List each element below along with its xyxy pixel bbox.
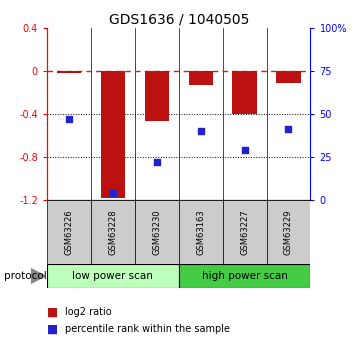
Title: GDS1636 / 1040505: GDS1636 / 1040505	[109, 12, 249, 27]
Bar	[277, 71, 301, 82]
Text: low power scan: low power scan	[72, 271, 153, 281]
Text: ■: ■	[47, 323, 58, 336]
Point	[110, 190, 116, 196]
Bar	[179, 264, 310, 288]
Bar	[47, 264, 179, 288]
Point	[66, 116, 72, 122]
Bar	[91, 200, 135, 264]
Text: ■: ■	[47, 306, 58, 319]
Text: protocol: protocol	[4, 271, 46, 281]
Point	[154, 159, 160, 165]
Text: high power scan: high power scan	[202, 271, 287, 281]
Text: GSM63163: GSM63163	[196, 209, 205, 255]
Bar	[145, 71, 169, 121]
Bar	[47, 200, 91, 264]
Bar	[188, 71, 213, 85]
Text: GSM63227: GSM63227	[240, 209, 249, 255]
Text: log2 ratio: log2 ratio	[65, 307, 112, 317]
Point	[286, 127, 291, 132]
Bar	[266, 200, 310, 264]
Text: GSM63228: GSM63228	[108, 209, 117, 255]
Text: GSM63229: GSM63229	[284, 209, 293, 255]
Bar	[57, 71, 81, 73]
Point	[242, 147, 248, 153]
Bar	[135, 200, 179, 264]
Bar	[101, 71, 125, 198]
Bar	[232, 71, 257, 114]
Bar	[179, 200, 223, 264]
Text: GSM63226: GSM63226	[64, 209, 73, 255]
Text: GSM63230: GSM63230	[152, 209, 161, 255]
Point	[198, 128, 204, 134]
Polygon shape	[31, 268, 45, 284]
Bar	[223, 200, 266, 264]
Text: percentile rank within the sample: percentile rank within the sample	[65, 325, 230, 334]
